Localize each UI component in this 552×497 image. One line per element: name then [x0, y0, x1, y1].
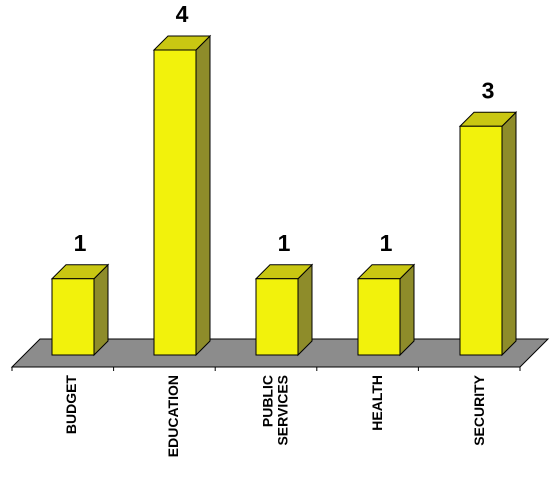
data-label: 1 [74, 230, 87, 256]
bar-side [297, 263, 313, 357]
category-label: PUBLIC [260, 375, 276, 427]
bar-front [51, 278, 95, 356]
bar [356, 263, 416, 357]
data-label: 4 [176, 1, 189, 27]
bar [50, 263, 110, 357]
bar-side [399, 263, 415, 357]
value-labels-group: 1 4 1 1 3 [74, 1, 495, 256]
category-label: SERVICES [275, 375, 291, 446]
category-label: EDUCATION [165, 375, 181, 457]
bar-front [255, 278, 299, 356]
category-label: HEALTH [369, 375, 385, 431]
data-label: 1 [278, 230, 291, 256]
bar [458, 111, 518, 357]
bar-front [357, 278, 401, 356]
bar-front [459, 125, 503, 356]
bar-side [195, 34, 211, 357]
data-label: 3 [482, 77, 495, 103]
bar-front [153, 49, 197, 356]
bars-group [50, 34, 518, 357]
category-label: BUDGET [63, 375, 79, 435]
bar [152, 34, 212, 357]
bar-side [501, 111, 517, 357]
data-label: 1 [380, 230, 393, 256]
category-labels-group: BUDGET EDUCATION PUBLIC SERVICES HEALTH SECUR… [11, 367, 521, 457]
category-label: SECURITY [471, 374, 487, 445]
bar-side [93, 263, 109, 357]
bar [254, 263, 314, 357]
